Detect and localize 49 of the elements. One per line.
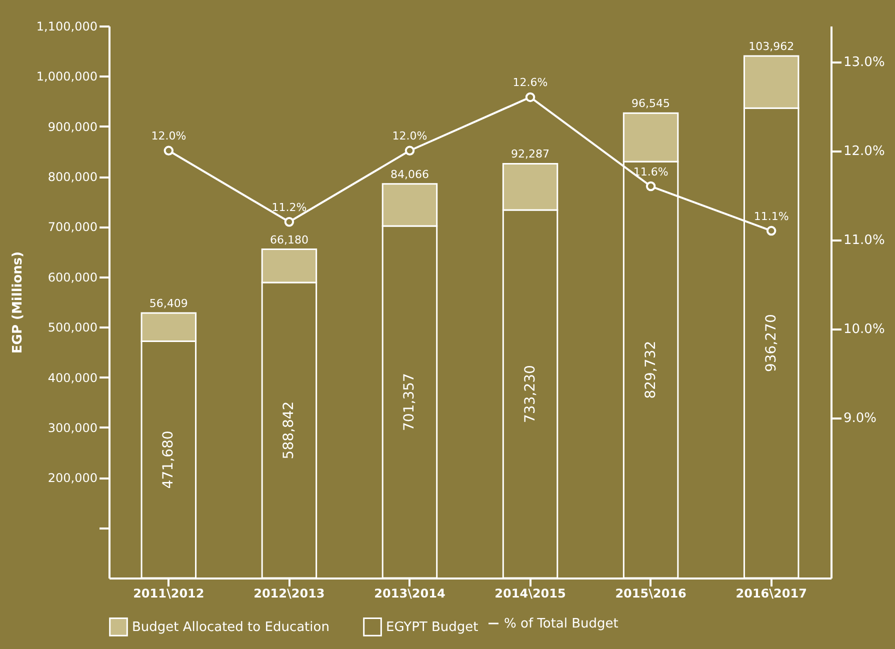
data-label: 829,732	[642, 340, 659, 399]
y2-tick-label: 13.0%	[844, 55, 885, 70]
y-tick-label: 1,000,000	[36, 70, 98, 84]
legend-label: EGYPT Budget	[386, 620, 478, 635]
data-label: 92,287	[511, 148, 550, 161]
y-tick-label: 1,100,000	[36, 20, 98, 34]
y-tick-label: 600,000	[48, 270, 98, 284]
x-tick-label: 2011\2012	[133, 586, 204, 600]
x-tick-label: 2013\2014	[374, 586, 446, 600]
x-tick-label: 2016\2017	[736, 586, 807, 600]
y-tick-label: 800,000	[48, 170, 98, 184]
point	[646, 181, 656, 192]
data-label: 12.0%	[151, 130, 186, 143]
point	[164, 146, 174, 156]
data-label: 11.2%	[272, 200, 307, 214]
y2-tick-label: 10.0%	[844, 322, 885, 338]
y-tick-label: 400,000	[48, 370, 98, 385]
point	[284, 217, 294, 227]
data-label: 11.6%	[633, 165, 668, 178]
point	[525, 92, 536, 102]
data-label: 471,680	[160, 430, 177, 489]
data-label: 12.0%	[392, 130, 428, 143]
data-label: 84,066	[390, 168, 429, 181]
legend-label: % of Total Budget	[504, 616, 618, 632]
x-tick-label: 2014\2015	[494, 586, 566, 600]
y2-tick-label: 12.0%	[844, 144, 885, 160]
x-tick-label: 2012\2013	[254, 586, 325, 600]
y-axis-title: EGP (Millions)	[10, 251, 26, 354]
y-tick-label: 300,000	[48, 420, 98, 435]
data-label: 66,180	[270, 233, 308, 246]
data-label: 12.6%	[512, 76, 548, 90]
y-tick-label: 700,000	[48, 220, 98, 234]
y2-tick-label: 11.0%	[844, 233, 885, 248]
y2-tick-label: 9.0%	[844, 411, 877, 426]
data-label: 733,230	[522, 365, 538, 423]
data-label: 701,357	[402, 373, 418, 431]
x-tick-label: 2015\2016	[615, 586, 686, 600]
y-tick-label: 500,000	[48, 320, 98, 335]
data-label: 936,270	[763, 314, 780, 372]
y-tick-label: 200,000	[48, 471, 98, 486]
y-tick-label: 900,000	[48, 120, 98, 134]
point	[404, 146, 415, 156]
data-label: 96,545	[632, 97, 670, 110]
data-label: 11.1%	[754, 210, 789, 223]
point	[766, 226, 776, 236]
data-label: 588,842	[281, 401, 298, 460]
data-label: 103,962	[748, 40, 794, 53]
data-label: 56,409	[149, 296, 188, 310]
legend-label: Budget Allocated to Education	[132, 620, 330, 635]
